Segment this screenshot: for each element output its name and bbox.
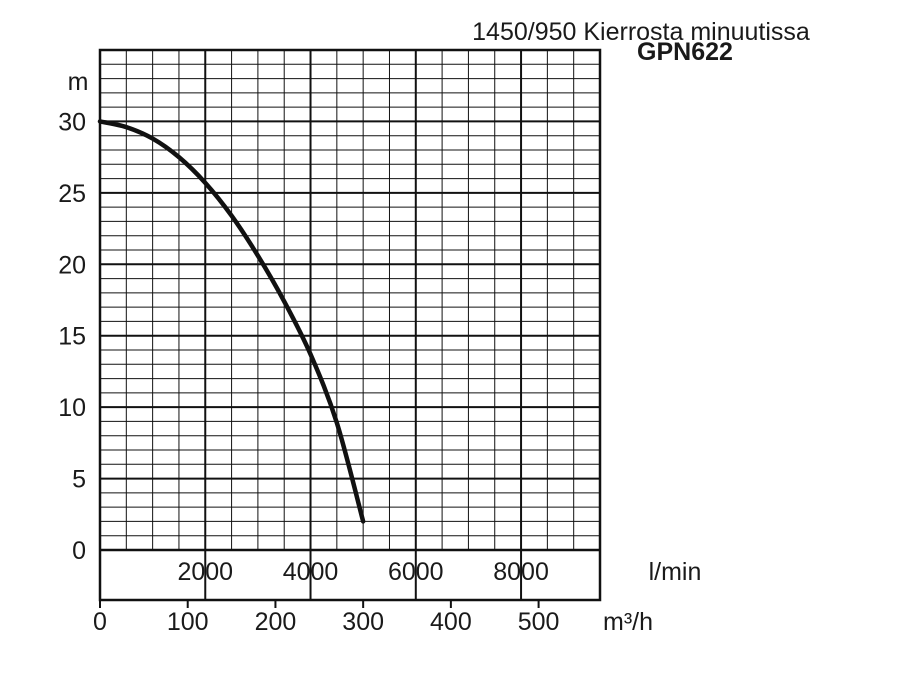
y-axis-label: m <box>68 68 89 96</box>
minor-grid <box>100 50 600 550</box>
y-tick-label: 30 <box>58 108 86 136</box>
plot-frame <box>98 48 602 602</box>
x-axis-label: l/min <box>649 558 702 586</box>
chart-subtitle: GPN622 <box>637 38 733 66</box>
x-tick-label: 2000 <box>177 558 233 586</box>
y-tick-label: 5 <box>72 466 86 494</box>
major-grid <box>100 50 600 600</box>
x2-axis-label: m³/h <box>603 608 653 636</box>
x2-tick-label: 500 <box>518 608 560 636</box>
x-tick-label: 4000 <box>283 558 339 586</box>
series-line <box>97 119 366 524</box>
x2-tick-label: 100 <box>167 608 209 636</box>
y-tick-labels: 0 5 10 15 20 25 30 <box>58 108 86 565</box>
x2-tick-label: 300 <box>342 608 384 636</box>
y-tick-label: 10 <box>58 394 86 422</box>
x2-tick-label: 0 <box>93 608 107 636</box>
x2-tick-labels: 0 100 200 300 400 500 <box>93 600 559 636</box>
x2-tick-label: 200 <box>255 608 297 636</box>
x-tick-label: 6000 <box>388 558 444 586</box>
y-tick-label: 0 <box>72 537 86 565</box>
y-tick-label: 15 <box>58 323 86 351</box>
x-tick-label: 8000 <box>493 558 549 586</box>
x-tick-labels: 2000 4000 6000 8000 <box>177 558 548 586</box>
chart-title: 1450/950 Kierrosta minuutissa <box>472 18 810 46</box>
y-tick-label: 20 <box>58 251 86 279</box>
x2-tick-label: 400 <box>430 608 472 636</box>
y-tick-label: 25 <box>58 180 86 208</box>
